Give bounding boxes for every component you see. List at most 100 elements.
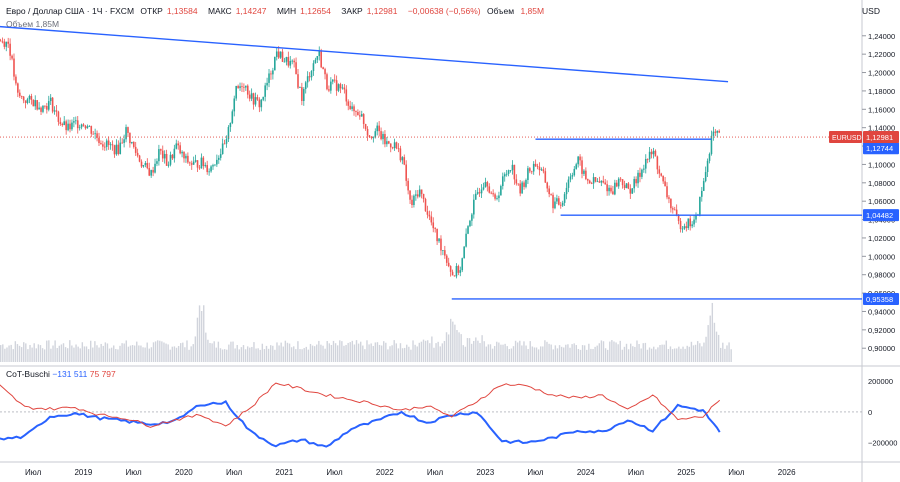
y-tick-label: 1,00000 (868, 252, 895, 261)
x-tick-label: 2022 (376, 468, 394, 477)
candle-body (509, 170, 512, 171)
candle-body (210, 166, 212, 172)
candle-body (384, 133, 386, 145)
volume-bar (62, 343, 65, 362)
candle-body (569, 176, 572, 180)
x-tick-label: Июл (728, 468, 745, 477)
volume-bar (336, 345, 339, 362)
volume-bar (644, 342, 647, 362)
volume-bar (90, 340, 92, 362)
candle-body (588, 180, 591, 184)
candle-body (339, 84, 342, 89)
volume-bar (54, 340, 56, 362)
volume-bar (414, 344, 416, 362)
volume-bar (554, 345, 557, 362)
candle-body (219, 154, 222, 158)
volume-bar (33, 343, 35, 362)
volume-bar (328, 343, 331, 362)
candle-body (22, 96, 25, 101)
candle-body (63, 121, 66, 126)
volume-bar (110, 347, 113, 362)
candle-body (585, 170, 587, 180)
candle-body (641, 169, 643, 177)
volume-bar (519, 340, 521, 362)
volume-bar (590, 348, 592, 362)
volume-bar (244, 349, 247, 362)
volume-bar (370, 343, 372, 362)
candle-body (42, 105, 44, 112)
volume-bar (64, 347, 67, 362)
volume-bar (571, 344, 573, 362)
x-tick-label: 2019 (74, 468, 92, 477)
volume-bar (307, 349, 310, 362)
volume-bar (374, 342, 377, 362)
candle-body (598, 181, 601, 183)
volume-bar (152, 342, 155, 362)
x-tick-label: Июл (326, 468, 343, 477)
candle-body (53, 110, 56, 112)
volume-bar (533, 347, 536, 362)
volume-bar (368, 344, 370, 362)
candle-body (277, 51, 280, 58)
volume-bar (190, 346, 192, 362)
candle-body (194, 160, 197, 162)
volume-bar (209, 342, 211, 362)
x-tick-label: Июл (226, 468, 243, 477)
candle-body (695, 215, 697, 220)
volume-bar (583, 345, 586, 362)
candle-body (216, 159, 218, 165)
volume-bar (521, 345, 523, 362)
volume-bar (401, 348, 404, 362)
volume-bar (567, 344, 569, 362)
candle-body (579, 156, 581, 161)
volume-bar (347, 342, 349, 362)
candle-body (129, 132, 131, 144)
candle-body (142, 164, 145, 167)
volume-bar (127, 346, 130, 362)
candle-body (150, 170, 152, 176)
candle-body (316, 56, 319, 60)
y-tick-label: 1,16000 (868, 105, 895, 114)
volume-bar (412, 340, 414, 362)
volume-bar (692, 345, 695, 362)
volume-bar (108, 348, 111, 362)
volume-bar (207, 339, 209, 362)
candle-body (165, 153, 168, 166)
volume-bar (420, 341, 423, 362)
volume-bar (686, 345, 688, 362)
candle-body (109, 144, 112, 146)
candle-body (459, 270, 462, 273)
candle-body (718, 130, 720, 133)
candle-body (293, 60, 295, 63)
candle-body (403, 157, 406, 165)
candle-body (457, 266, 460, 273)
candle-body (430, 216, 433, 223)
candle-body (558, 198, 560, 205)
volume-value: Объем 1,85M (486, 6, 545, 16)
volume-bar (173, 346, 176, 362)
volume-bar (462, 345, 464, 362)
candle-body (648, 151, 651, 160)
candle-body (115, 144, 118, 155)
candle-body (279, 51, 282, 58)
volume-bar (234, 348, 236, 362)
volume-bar (37, 344, 40, 362)
volume-bar (25, 343, 27, 362)
volume-bar (255, 348, 257, 362)
candle-body (677, 214, 680, 221)
volume-bar (690, 341, 693, 362)
y-tick-label: 0,94000 (868, 307, 895, 316)
volume-bar (642, 343, 644, 362)
candle-body (105, 140, 108, 147)
currency-label: USD (862, 6, 880, 16)
symbol-tag (829, 131, 862, 144)
volume-bar (592, 349, 594, 362)
candle-body (107, 140, 110, 145)
volume-bar (613, 341, 615, 362)
volume-bar (83, 346, 86, 362)
candle-body (449, 266, 452, 272)
candle-body (409, 190, 411, 200)
volume-bars (0, 302, 732, 362)
symbol-label: Евро / Доллар США · 1Ч · FXCM (6, 6, 135, 16)
